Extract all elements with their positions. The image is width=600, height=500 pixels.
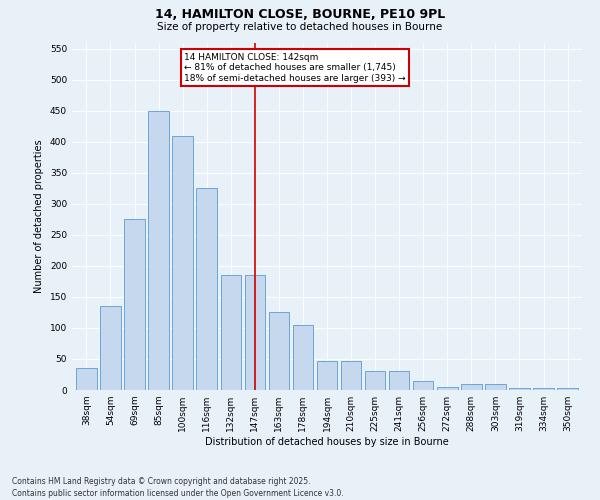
Bar [461, 384, 482, 390]
Bar [172, 136, 193, 390]
Bar [509, 388, 530, 390]
Bar [413, 380, 433, 390]
Bar [293, 325, 313, 390]
Bar [437, 387, 458, 390]
Bar [148, 111, 169, 390]
Bar [76, 368, 97, 390]
Y-axis label: Number of detached properties: Number of detached properties [34, 140, 44, 293]
Text: Size of property relative to detached houses in Bourne: Size of property relative to detached ho… [157, 22, 443, 32]
Bar [245, 275, 265, 390]
Bar [389, 372, 409, 390]
Bar [341, 361, 361, 390]
Bar [365, 372, 385, 390]
Bar [100, 306, 121, 390]
Bar [221, 275, 241, 390]
Text: 14 HAMILTON CLOSE: 142sqm
← 81% of detached houses are smaller (1,745)
18% of se: 14 HAMILTON CLOSE: 142sqm ← 81% of detac… [184, 53, 406, 82]
X-axis label: Distribution of detached houses by size in Bourne: Distribution of detached houses by size … [205, 437, 449, 447]
Bar [485, 384, 506, 390]
Bar [533, 388, 554, 390]
Bar [196, 188, 217, 390]
Bar [124, 220, 145, 390]
Text: 14, HAMILTON CLOSE, BOURNE, PE10 9PL: 14, HAMILTON CLOSE, BOURNE, PE10 9PL [155, 8, 445, 20]
Bar [269, 312, 289, 390]
Bar [557, 388, 578, 390]
Text: Contains HM Land Registry data © Crown copyright and database right 2025.
Contai: Contains HM Land Registry data © Crown c… [12, 476, 344, 498]
Bar [317, 361, 337, 390]
